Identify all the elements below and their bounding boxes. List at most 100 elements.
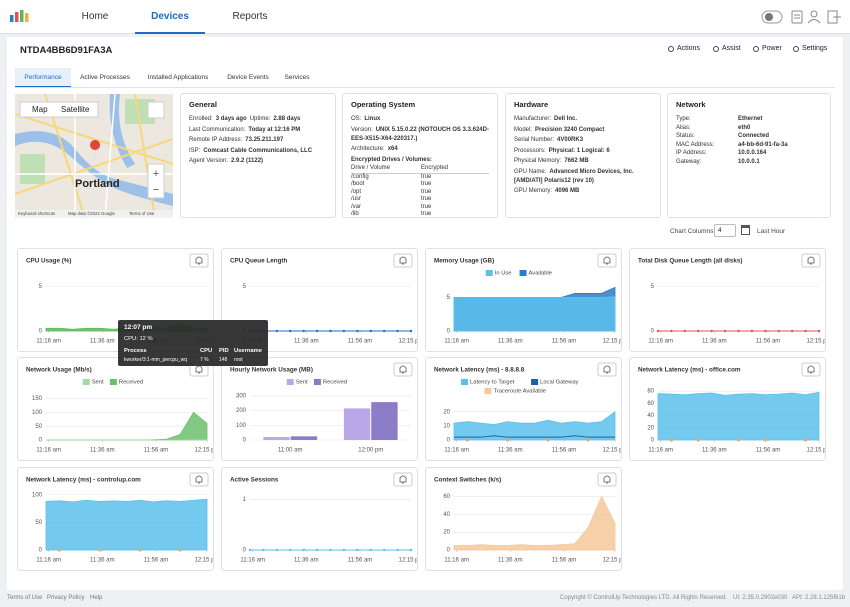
map-attribution[interactable]: Keyboard shortcuts — [18, 211, 55, 216]
toolbar-icons[interactable] — [760, 8, 845, 26]
table-cell: /config — [351, 173, 369, 180]
footer-link[interactable]: Terms of Use — [7, 595, 43, 601]
action-button[interactable]: Assist — [713, 45, 741, 52]
map-attribution[interactable]: Terms of Use — [129, 211, 155, 216]
y-tick-label: 60 — [647, 401, 654, 407]
chart: Memory Usage (GB)In Use Available 0 5 11:16 … — [434, 253, 621, 345]
chart-card: Total Disk Queue Length (all disks) 0 5 11:… — [629, 248, 826, 352]
marker — [790, 329, 794, 333]
info-label: IP Address: — [676, 150, 707, 156]
tab[interactable]: Device Events — [227, 74, 269, 81]
legend-label: Latency to Target — [470, 380, 515, 386]
action-button[interactable]: Power — [753, 45, 782, 52]
chart-title: Network Latency (ms) - controlup.com — [26, 477, 141, 484]
x-tick-label: 11:36 am — [702, 339, 727, 345]
x-tick-label: 12:15 pm — [398, 339, 418, 345]
marker — [262, 548, 265, 552]
info-label: OS: — [351, 116, 362, 122]
data-point — [803, 438, 808, 442]
legend-swatch — [313, 379, 321, 385]
legend-swatch — [519, 270, 527, 276]
alert-button[interactable] — [597, 472, 617, 487]
x-tick-label: 12:15 pm — [398, 558, 418, 564]
x-tick-label: 11:16 am — [444, 558, 469, 564]
action-label: Actions — [677, 45, 700, 52]
tab[interactable]: Performance — [15, 68, 71, 87]
alert-button[interactable] — [393, 472, 413, 487]
bell-icon — [195, 475, 203, 484]
info-value: Advanced Micro Devices, Inc. [AMD/ATI] P… — [514, 168, 634, 184]
marker — [356, 548, 359, 552]
data-point — [178, 548, 182, 552]
action-button[interactable]: Actions — [668, 45, 700, 52]
info-row: Version: UNIX 5.15.0.22 (NOTOUCH OS 3.3.6… — [351, 126, 489, 144]
alert-button[interactable] — [801, 362, 821, 377]
info-row: Agent Version: 2.9.2 (1122) — [189, 157, 327, 166]
marker — [777, 329, 780, 333]
chart-card: Network Usage (Mb/s) Sent Received 0 50 100 15… — [17, 357, 214, 461]
legend-label: Traceroute Available — [494, 389, 547, 395]
tab[interactable]: Services — [284, 74, 310, 81]
action-button[interactable]: Settings — [793, 45, 827, 52]
marker — [356, 329, 359, 333]
info-row: Enrolled: 3 days ago Uptime: 2.88 days — [189, 115, 327, 124]
map[interactable]: + − Map Satellite Portland Keyboard shortcu… — [15, 94, 173, 218]
alert-button[interactable] — [189, 472, 209, 487]
tab[interactable]: Active Processes — [80, 74, 130, 81]
tab[interactable]: Installed Applications — [147, 74, 209, 81]
alert-button[interactable] — [801, 253, 821, 268]
data-point — [669, 438, 674, 442]
info-label: Version: — [351, 126, 373, 133]
data-point — [465, 438, 470, 442]
bell-icon — [399, 475, 407, 484]
alert-button[interactable] — [393, 253, 413, 268]
area — [657, 391, 820, 441]
marker — [710, 329, 713, 333]
y-tick-label: 0 — [39, 329, 43, 335]
tooltip-header: Process — [124, 348, 147, 354]
line — [454, 435, 615, 438]
x-tick-label: 12:15 pm — [194, 448, 214, 454]
y-tick-label: 100 — [32, 492, 43, 498]
alert-button[interactable] — [597, 362, 617, 377]
table-cell: /boot — [351, 181, 365, 187]
y-tick-label: 60 — [443, 494, 450, 500]
marker — [315, 329, 319, 333]
nav-tab[interactable]: Home — [81, 11, 109, 22]
alert-button[interactable] — [597, 253, 617, 268]
x-tick-label: 11:56 am — [348, 339, 373, 345]
marker — [764, 329, 767, 333]
info-label: Model: — [514, 126, 533, 133]
info-value: 4096 MB — [555, 188, 580, 194]
nav-tab[interactable]: Reports — [232, 11, 268, 22]
y-tick-label: 0 — [651, 438, 655, 444]
chart: Context Switches (k/s) 0 20 40 60 11:16 am 11:… — [434, 472, 621, 564]
table-cell: true — [421, 181, 432, 187]
range-label[interactable]: Last Hour — [757, 228, 786, 235]
info-label: Architecture: — [351, 146, 385, 152]
info-value: 3 days ago — [215, 116, 247, 122]
data-point — [506, 438, 510, 442]
alert-button[interactable] — [189, 253, 209, 268]
marker — [804, 329, 807, 333]
bell-icon — [603, 365, 611, 374]
info-label: MAC Address: — [676, 141, 715, 148]
map-button[interactable]: Map — [32, 105, 48, 114]
info-value: 73.25.211.197 — [245, 137, 284, 143]
footer-link[interactable]: Privacy Policy — [47, 595, 85, 601]
data-point — [736, 438, 741, 442]
table-cell: true — [421, 173, 432, 180]
drives-table: Drive / Volume Encrypted/config true/boot t… — [351, 165, 489, 217]
info-card: Network Type: Ethernet Alias: eth0 Status: Con… — [667, 93, 831, 218]
alert-button[interactable] — [393, 362, 413, 377]
calendar-icon[interactable] — [741, 225, 750, 235]
tab-divider — [15, 87, 835, 88]
map-button[interactable]: Satellite — [61, 105, 90, 114]
bell-icon — [603, 256, 611, 265]
footer-link[interactable]: Help — [90, 595, 103, 601]
ui-version: UI: 2.35.0.2902e030 — [733, 595, 788, 601]
nav-tab[interactable]: Devices — [135, 0, 205, 34]
columns-select[interactable]: 4 — [714, 224, 736, 237]
alert-box — [393, 362, 413, 377]
